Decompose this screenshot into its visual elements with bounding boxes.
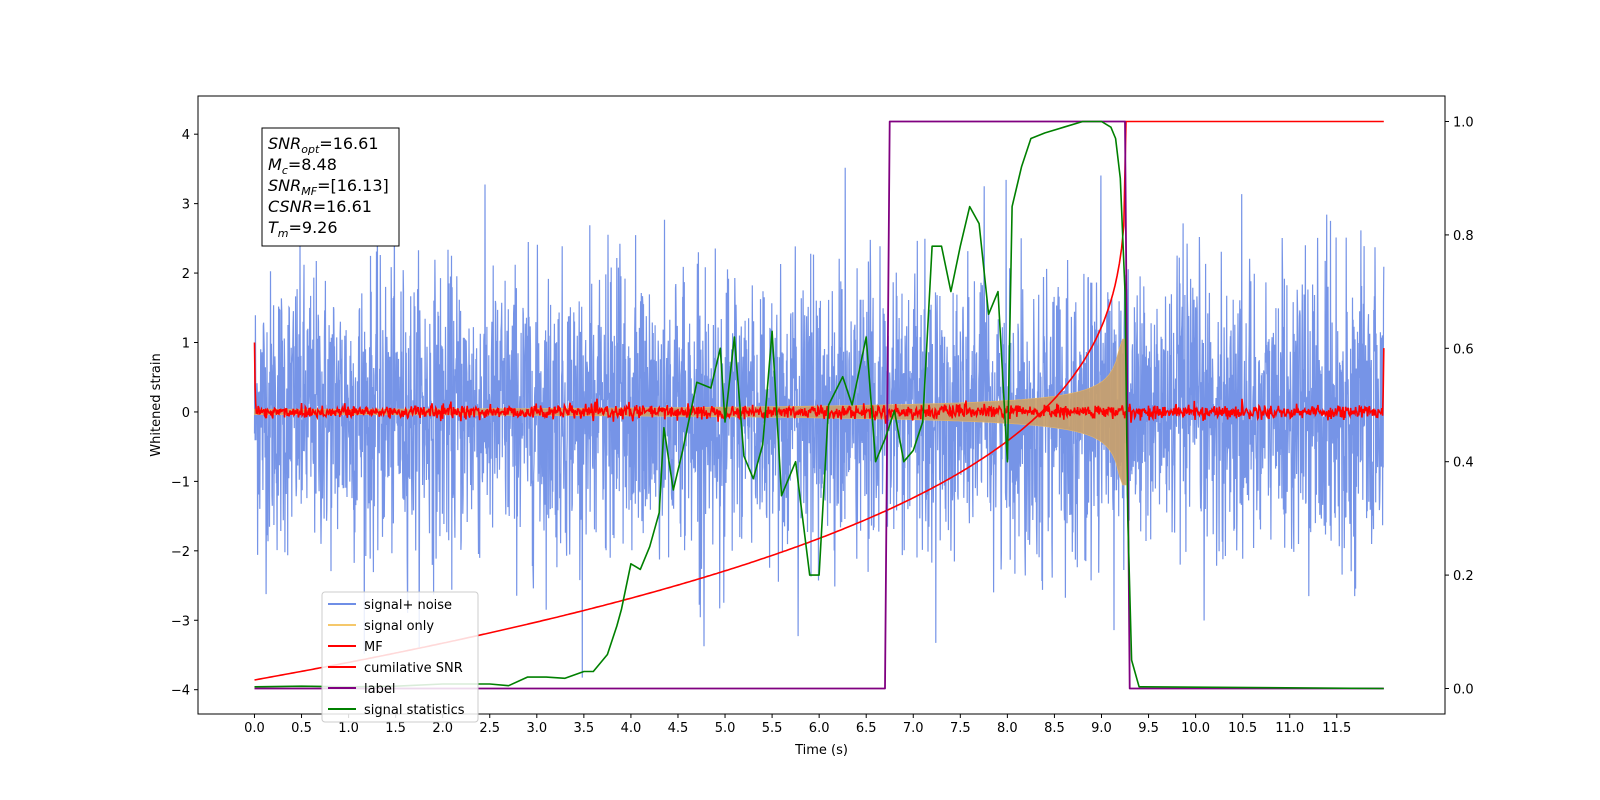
x-tick-label: 10.0	[1181, 721, 1210, 736]
x-tick-label: 9.0	[1091, 721, 1112, 736]
x-tick-label: 7.0	[903, 721, 924, 736]
y-tick-label: 2	[182, 267, 190, 282]
stats-line: SNRMF=[16.13]	[268, 176, 389, 198]
x-tick-label: 6.5	[856, 721, 877, 736]
x-tick-label: 10.5	[1228, 721, 1257, 736]
x-tick-label: 1.0	[338, 721, 359, 736]
legend-frame	[321, 591, 479, 723]
x-tick-label: 7.5	[950, 721, 971, 736]
stats-box-frame	[261, 127, 400, 247]
y2-tick-label: 0.6	[1453, 342, 1474, 357]
y-tick-label: 4	[182, 128, 190, 143]
y2-tick-label: 0.8	[1453, 229, 1474, 244]
x-tick-label: 5.0	[715, 721, 736, 736]
y2-tick-label: 0.0	[1453, 682, 1474, 697]
legend: signal+ noise signal only MF cumilative SNR…	[321, 591, 479, 723]
y-tick-label: 1	[182, 337, 190, 352]
x-tick-label: 9.5	[1138, 721, 1159, 736]
x-tick-label: 8.0	[997, 721, 1018, 736]
x-tick-label: 11.5	[1322, 721, 1351, 736]
x-tick-label: 2.0	[432, 721, 453, 736]
y-tick-label: −3	[171, 614, 190, 629]
series-mf	[253, 342, 1385, 424]
y2-tick-label: 1.0	[1453, 116, 1474, 131]
x-tick-label: 4.5	[668, 721, 689, 736]
series-label	[254, 120, 1384, 690]
y-tick-label: −2	[171, 545, 190, 560]
x-tick-label: 11.0	[1275, 721, 1304, 736]
series-signal-statistics	[254, 120, 1384, 690]
stats-line: Mc=8.48	[268, 155, 337, 177]
y2-tick-label: 0.2	[1453, 569, 1474, 584]
legend-label: label	[364, 682, 395, 697]
stats-line: SNRopt=16.61	[268, 134, 379, 156]
x-tick-label: 4.0	[621, 721, 642, 736]
x-tick-label: 3.0	[526, 721, 547, 736]
x-tick-label: 5.5	[762, 721, 783, 736]
x-tick-label: 8.5	[1044, 721, 1065, 736]
y-tick-label: −1	[171, 475, 190, 490]
stats-annotation-box: SNRopt=16.61Mc=8.48SNRMF=[16.13]CSNR=16.…	[261, 127, 400, 247]
plot-frame	[197, 95, 1446, 715]
x-tick-label: 0.0	[244, 721, 265, 736]
legend-label: cumilative SNR	[364, 661, 463, 676]
legend-label: signal+ noise	[364, 598, 452, 613]
y-tick-label: 3	[182, 198, 190, 213]
x-tick-label: 1.5	[385, 721, 406, 736]
legend-label: signal only	[364, 619, 434, 634]
y-tick-label: −4	[171, 684, 190, 699]
axes-layer: 0.0 0.5 1.0 1.5 2.0 2.5 3.0 3.5 4.0 4.5 5.0 5.5 6.0 6…	[171, 116, 1474, 736]
x-tick-label: 3.5	[574, 721, 595, 736]
x-axis-label: Time (s)	[794, 743, 848, 758]
x-tick-label: 2.5	[479, 721, 500, 736]
y-axis-label: Whitened strain	[149, 353, 164, 456]
legend-label: MF	[364, 640, 383, 655]
stats-line: CSNR=16.61	[268, 197, 372, 216]
x-tick-label: 6.0	[809, 721, 830, 736]
x-tick-label: 0.5	[291, 721, 312, 736]
series-signal-plus-noise	[253, 167, 1385, 678]
y-tick-label: 0	[182, 406, 190, 421]
y2-tick-label: 0.4	[1453, 456, 1474, 471]
stats-line: Tm=9.26	[268, 218, 338, 240]
legend-label: signal statistics	[364, 703, 465, 718]
